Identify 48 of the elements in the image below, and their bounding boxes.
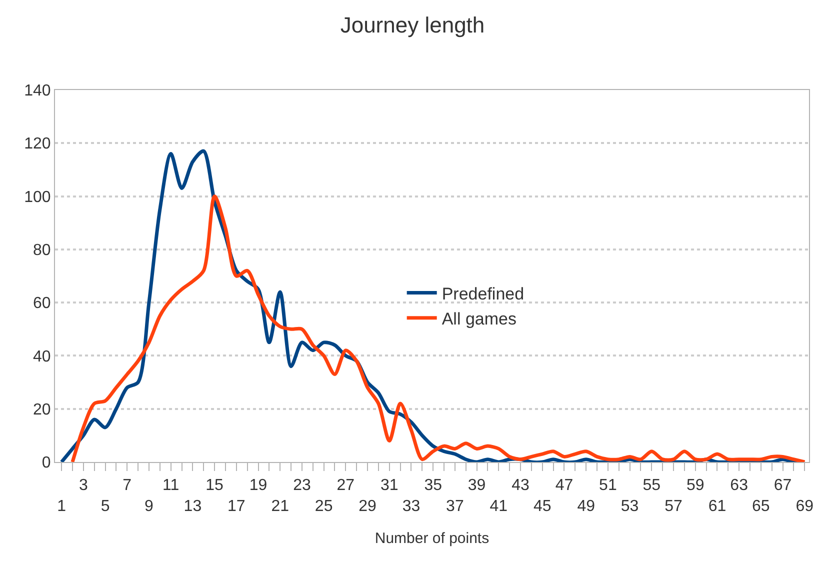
x-tick-label: 5 — [100, 498, 110, 515]
y-tick-label: 40 — [33, 348, 51, 366]
x-tick-label: 11 — [162, 477, 180, 494]
y-tick-label: 20 — [33, 401, 51, 418]
y-tick-label: 0 — [42, 454, 51, 472]
x-tick-label: 1 — [57, 498, 66, 515]
x-tick-label: 45 — [533, 498, 552, 515]
x-tick-label: 49 — [577, 498, 596, 515]
x-tick-label: 9 — [144, 498, 154, 515]
x-tick-label: 67 — [774, 477, 792, 494]
x-tick-label: 31 — [380, 477, 398, 494]
x-tick-label: 41 — [490, 498, 508, 515]
x-tick-label: 7 — [122, 477, 132, 494]
x-tick-label: 69 — [796, 498, 814, 515]
x-tick-label: 25 — [314, 498, 333, 515]
x-tick-label: 33 — [402, 498, 420, 515]
x-tick-label: 35 — [424, 477, 442, 494]
x-tick-label: 55 — [642, 477, 661, 494]
y-tick-label: 140 — [24, 82, 51, 100]
x-tick-label: 19 — [249, 477, 268, 494]
legend-label: Predefined — [442, 284, 524, 304]
chart-title: Journey length — [340, 12, 485, 38]
x-tick-label: 57 — [664, 498, 682, 515]
x-tick-label: 47 — [555, 477, 574, 494]
x-tick-label: 65 — [752, 498, 770, 515]
x-tick-label: 51 — [599, 477, 617, 494]
legend-label: All games — [442, 310, 516, 329]
line-series — [70, 194, 806, 462]
y-tick-label: 120 — [24, 136, 51, 153]
x-tick-label: 13 — [184, 498, 202, 515]
x-tick-label: 17 — [228, 498, 246, 515]
x-tick-label: 39 — [468, 477, 486, 494]
x-tick-label: 53 — [620, 498, 639, 515]
x-tick-label: 21 — [271, 498, 290, 515]
y-tick-label: 80 — [33, 242, 51, 260]
x-tick-label: 3 — [78, 477, 88, 494]
x-tick-label: 59 — [686, 477, 704, 494]
x-tick-label: 63 — [730, 477, 748, 494]
y-tick-label: 60 — [33, 295, 51, 312]
x-axis-title: Number of points — [374, 530, 490, 547]
x-tick-label: 43 — [512, 477, 530, 494]
x-tick-label: 61 — [708, 498, 726, 515]
y-tick-label: 100 — [24, 188, 51, 206]
x-tick-label: 37 — [446, 498, 464, 515]
x-tick-label: 27 — [336, 477, 355, 494]
x-tick-label: 15 — [206, 477, 224, 494]
x-tick-label: 23 — [293, 477, 311, 494]
x-tick-label: 29 — [358, 498, 377, 515]
